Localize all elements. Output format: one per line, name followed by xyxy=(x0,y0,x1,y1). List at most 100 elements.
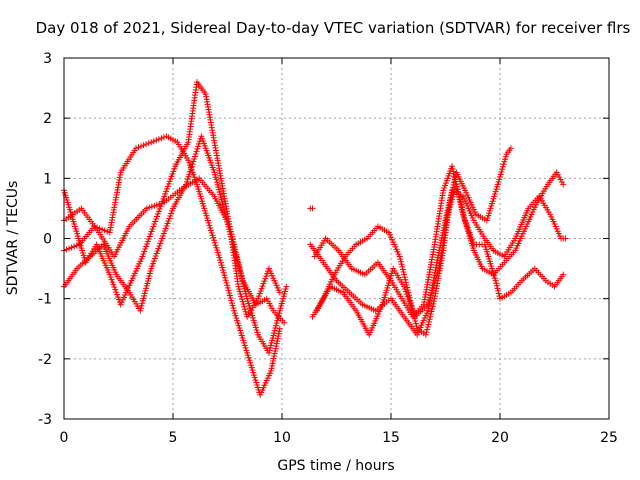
data-point-marker xyxy=(192,150,199,157)
data-point-marker xyxy=(157,240,164,247)
data-point-marker xyxy=(63,246,70,253)
data-point-marker xyxy=(560,181,567,188)
data-point-marker xyxy=(425,321,432,328)
data-point-marker xyxy=(225,287,232,294)
data-point-marker xyxy=(155,208,162,215)
data-point-marker xyxy=(502,153,509,160)
data-point-marker xyxy=(497,171,504,178)
data-point-marker xyxy=(260,280,267,287)
y-tick-label: 1 xyxy=(43,171,52,187)
data-point-marker xyxy=(429,305,436,312)
x-tick-label: 15 xyxy=(382,430,400,446)
data-point-marker xyxy=(454,183,461,190)
data-point-marker xyxy=(155,245,162,252)
data-point-marker xyxy=(165,217,172,224)
data-point-marker xyxy=(150,258,157,265)
data-point-marker xyxy=(242,308,249,315)
data-point-marker xyxy=(139,253,146,260)
data-point-marker xyxy=(151,255,158,262)
x-tick-label: 0 xyxy=(60,430,69,446)
data-point-marker xyxy=(106,271,113,278)
data-point-marker xyxy=(309,205,316,212)
data-point-marker xyxy=(156,205,163,212)
data-point-marker xyxy=(258,285,265,292)
data-point-marker xyxy=(152,218,159,225)
data-point-marker xyxy=(426,316,433,323)
data-point-marker xyxy=(152,253,159,260)
data-point-marker xyxy=(451,173,458,180)
data-point-marker xyxy=(220,269,227,276)
data-point-marker xyxy=(111,284,118,291)
data-point-marker xyxy=(499,166,506,173)
data-point-marker xyxy=(493,280,500,287)
data-point-marker xyxy=(146,233,153,240)
data-point-marker xyxy=(235,283,242,290)
data-point-marker xyxy=(156,243,163,250)
data-point-marker xyxy=(241,306,248,313)
data-point-marker xyxy=(241,303,248,310)
data-point-marker xyxy=(450,170,457,177)
data-point-marker xyxy=(138,143,145,150)
data-point-marker xyxy=(493,282,500,289)
data-point-marker xyxy=(189,161,196,168)
data-point-marker xyxy=(190,158,197,165)
series-track-d xyxy=(61,133,290,356)
y-axis-label: SDTVAR / TECUs xyxy=(5,181,21,296)
data-point-marker xyxy=(229,302,236,309)
data-point-marker xyxy=(412,320,419,327)
data-point-marker xyxy=(401,286,408,293)
data-point-marker xyxy=(160,195,167,202)
data-point-marker xyxy=(396,253,403,260)
data-point-marker xyxy=(158,200,165,207)
data-point-marker xyxy=(238,293,245,300)
data-point-marker xyxy=(150,223,157,230)
x-axis-label: GPS time / hours xyxy=(277,458,394,474)
data-point-marker xyxy=(167,212,174,219)
data-point-marker xyxy=(427,313,434,320)
data-point-marker xyxy=(154,248,161,255)
data-point-marker xyxy=(460,212,467,219)
data-point-marker xyxy=(461,214,468,221)
data-point-marker xyxy=(447,201,454,208)
data-point-marker xyxy=(453,181,460,188)
data-point-marker xyxy=(430,300,437,307)
data-point-marker xyxy=(171,165,178,172)
data-point-marker xyxy=(153,215,160,222)
data-markers xyxy=(61,79,569,398)
data-point-marker xyxy=(409,306,416,313)
data-point-marker xyxy=(494,285,501,292)
data-point-marker xyxy=(107,274,114,281)
data-point-marker xyxy=(168,210,175,217)
data-point-marker xyxy=(145,236,152,243)
data-point-marker xyxy=(165,180,172,187)
data-point-marker xyxy=(281,319,288,326)
data-point-marker xyxy=(400,269,407,276)
data-point-marker xyxy=(444,211,451,218)
data-point-marker xyxy=(185,173,192,180)
data-point-marker xyxy=(153,137,160,144)
data-point-marker xyxy=(195,143,202,150)
data-point-marker xyxy=(149,225,156,232)
data-point-marker xyxy=(496,176,503,183)
data-point-marker xyxy=(217,259,224,266)
data-point-marker xyxy=(149,263,156,270)
data-point-marker xyxy=(159,198,166,205)
data-point-marker xyxy=(283,283,290,290)
x-tick-label: 20 xyxy=(491,430,509,446)
data-point-marker xyxy=(94,224,101,231)
data-point-marker xyxy=(424,326,431,333)
data-point-marker xyxy=(401,274,408,281)
data-point-marker xyxy=(445,208,452,215)
data-point-marker xyxy=(142,246,149,253)
data-point-marker xyxy=(148,265,155,272)
data-point-marker xyxy=(255,293,262,300)
data-point-marker xyxy=(183,178,190,185)
chart-title: Day 018 of 2021, Sidereal Day-to-day VTE… xyxy=(36,19,631,37)
data-point-marker xyxy=(408,303,415,310)
data-point-marker xyxy=(187,168,194,175)
data-point-marker xyxy=(397,256,404,263)
data-point-marker xyxy=(499,163,506,170)
y-tick-label: 2 xyxy=(43,111,52,127)
